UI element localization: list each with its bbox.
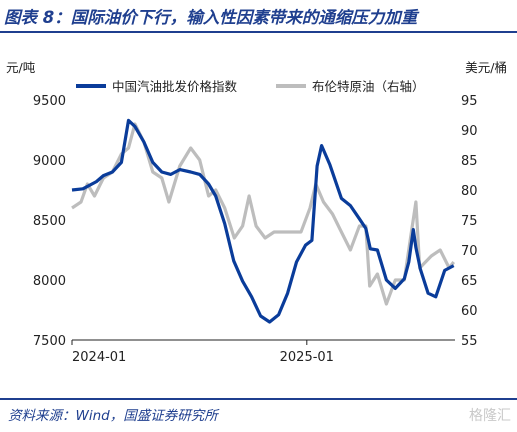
right-tick-label: 85: [461, 154, 478, 169]
right-tick-label: 55: [461, 334, 478, 349]
right-tick-label: 95: [461, 94, 478, 109]
x-axis-ticks: 2024-01 2025-01: [71, 340, 334, 365]
right-tick-label: 75: [461, 214, 478, 229]
legend-label-china: 中国汽油批发价格指数: [112, 79, 238, 94]
source-rule: [0, 398, 517, 400]
right-tick-label: 80: [461, 184, 478, 199]
series-line-brent: [71, 122, 455, 306]
x-tick-label: 2025-01: [280, 350, 334, 365]
series-line-china: [71, 118, 455, 324]
right-tick-label: 65: [461, 274, 478, 289]
watermark: 格隆汇: [469, 408, 511, 424]
figure-title: 图表 8：国际油价下行，输入性因素带来的通缩压力加重: [4, 8, 418, 27]
left-axis-ticks: 7500 8000 8500 9000 9500: [33, 94, 66, 349]
title-rule: [0, 31, 517, 33]
left-tick-label: 9500: [33, 94, 66, 109]
left-unit-label: 元/吨: [6, 60, 36, 75]
right-tick-label: 60: [461, 304, 478, 319]
left-tick-label: 7500: [33, 334, 66, 349]
right-tick-label: 70: [461, 244, 478, 259]
left-tick-label: 8000: [33, 274, 66, 289]
left-tick-label: 9000: [33, 154, 66, 169]
x-tick-label: 2024-01: [72, 350, 126, 365]
right-unit-label: 美元/桶: [465, 60, 507, 75]
legend: 中国汽油批发价格指数 布伦特原油（右轴）: [76, 79, 425, 94]
source-note: 资料来源：Wind，国盛证券研究所: [8, 408, 218, 424]
left-tick-label: 8500: [33, 214, 66, 229]
right-axis-ticks: 55 60 65 70 75 80 85 90 95: [461, 94, 478, 349]
right-tick-label: 90: [461, 124, 478, 139]
legend-label-brent: 布伦特原油（右轴）: [312, 79, 425, 94]
